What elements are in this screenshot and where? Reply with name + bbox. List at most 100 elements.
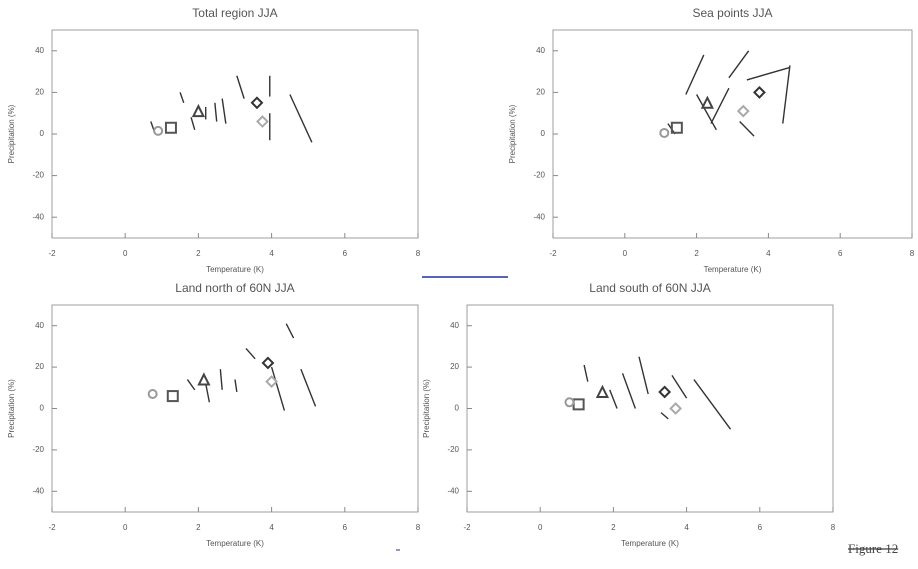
y-tick-label: 0 bbox=[455, 404, 460, 413]
model-range bbox=[739, 121, 755, 137]
chart-title: Sea points JJA bbox=[692, 6, 772, 20]
caption: Figure 12 bbox=[848, 541, 898, 556]
model-range bbox=[236, 75, 245, 99]
y-axis-label: Precipitation (%) bbox=[508, 104, 517, 163]
x-tick-label: 4 bbox=[684, 523, 689, 532]
y-tick-label: 20 bbox=[35, 88, 44, 97]
model-range bbox=[685, 54, 705, 95]
x-tick-label: 4 bbox=[766, 249, 771, 258]
y-tick-label: 0 bbox=[40, 404, 45, 413]
y-axis-label: Precipitation (%) bbox=[422, 379, 431, 438]
model-range bbox=[186, 379, 196, 391]
y-tick-label: 20 bbox=[536, 88, 545, 97]
model-range bbox=[638, 356, 649, 395]
y-tick-label: -40 bbox=[533, 212, 545, 221]
x-axis-label: Temperature (K) bbox=[206, 265, 264, 274]
x-tick-label: 0 bbox=[538, 523, 543, 532]
model-range bbox=[728, 50, 750, 79]
diamond-marker bbox=[265, 375, 279, 389]
diamond-marker bbox=[250, 96, 264, 110]
model-range bbox=[245, 348, 256, 360]
circle-marker bbox=[153, 125, 164, 136]
model-range bbox=[746, 66, 791, 81]
x-tick-label: 0 bbox=[123, 523, 128, 532]
x-axis-label: Temperature (K) bbox=[206, 539, 264, 548]
y-tick-label: 40 bbox=[450, 321, 459, 330]
square-marker bbox=[572, 398, 585, 411]
y-tick-label: 0 bbox=[541, 129, 546, 138]
model-range bbox=[214, 102, 218, 122]
triangle-marker bbox=[191, 103, 206, 118]
model-range bbox=[205, 383, 211, 403]
model-range bbox=[289, 94, 313, 143]
model-range bbox=[300, 368, 317, 407]
model-range bbox=[219, 369, 223, 390]
model-range bbox=[609, 389, 618, 409]
x-tick-label: 6 bbox=[343, 523, 348, 532]
triangle-marker bbox=[595, 384, 610, 398]
x-tick-label: -2 bbox=[48, 523, 56, 532]
model-range bbox=[695, 94, 717, 131]
y-tick-label: 40 bbox=[35, 46, 44, 55]
model-range bbox=[285, 323, 295, 339]
model-range bbox=[234, 379, 238, 393]
diamond-marker bbox=[669, 402, 683, 415]
x-tick-label: 8 bbox=[416, 523, 421, 532]
y-tick-label: -40 bbox=[447, 486, 459, 495]
circle-marker bbox=[147, 389, 158, 400]
model-range bbox=[693, 379, 732, 430]
diamond-marker bbox=[753, 85, 766, 99]
square-marker bbox=[166, 390, 179, 403]
plot-frame bbox=[466, 304, 834, 513]
x-tick-label: 4 bbox=[269, 249, 274, 258]
y-tick-label: 20 bbox=[35, 362, 44, 371]
y-tick-label: -20 bbox=[32, 445, 44, 454]
triangle-marker bbox=[197, 372, 211, 386]
y-tick-label: -20 bbox=[447, 445, 459, 454]
y-tick-label: -40 bbox=[32, 212, 44, 221]
y-axis-label: Precipitation (%) bbox=[7, 104, 16, 163]
chart-title: Land south of 60N JJA bbox=[589, 281, 710, 295]
diamond-marker bbox=[261, 356, 275, 370]
model-range bbox=[179, 92, 185, 104]
model-range bbox=[782, 65, 791, 124]
x-tick-label: 2 bbox=[196, 523, 201, 532]
y-tick-label: 40 bbox=[536, 46, 545, 55]
model-range bbox=[660, 412, 669, 420]
x-tick-label: 0 bbox=[123, 249, 128, 258]
y-tick-label: -20 bbox=[32, 171, 44, 180]
y-tick-label: -20 bbox=[533, 171, 545, 180]
chart-title: Total region JJA bbox=[192, 6, 277, 20]
model-range bbox=[583, 364, 589, 382]
x-tick-label: 6 bbox=[838, 249, 843, 258]
x-axis-label: Temperature (K) bbox=[704, 265, 762, 274]
y-tick-label: 0 bbox=[40, 129, 45, 138]
model-range bbox=[221, 98, 227, 124]
y-tick-label: -40 bbox=[32, 486, 44, 495]
plot-frame bbox=[51, 29, 419, 239]
model-range bbox=[710, 87, 730, 124]
diamond-marker bbox=[658, 385, 672, 399]
x-tick-label: -2 bbox=[48, 249, 56, 258]
y-tick-label: 20 bbox=[450, 362, 459, 371]
y-axis-label: Precipitation (%) bbox=[7, 379, 16, 438]
circle-marker bbox=[659, 127, 670, 138]
x-tick-label: 4 bbox=[269, 523, 274, 532]
model-range bbox=[621, 373, 637, 409]
plot-frame bbox=[51, 304, 419, 513]
square-marker bbox=[164, 121, 177, 134]
x-tick-label: 2 bbox=[694, 249, 699, 258]
diamond-marker bbox=[256, 115, 269, 128]
x-tick-label: -2 bbox=[549, 249, 557, 258]
x-tick-label: 6 bbox=[758, 523, 763, 532]
x-tick-label: 2 bbox=[611, 523, 616, 532]
x-tick-label: 6 bbox=[343, 249, 348, 258]
plot-frame bbox=[552, 29, 913, 239]
square-marker bbox=[670, 121, 683, 134]
triangle-marker bbox=[700, 95, 714, 109]
model-range bbox=[270, 366, 286, 411]
x-tick-label: 8 bbox=[831, 523, 836, 532]
x-axis-label: Temperature (K) bbox=[621, 539, 679, 548]
x-tick-label: 8 bbox=[416, 249, 421, 258]
